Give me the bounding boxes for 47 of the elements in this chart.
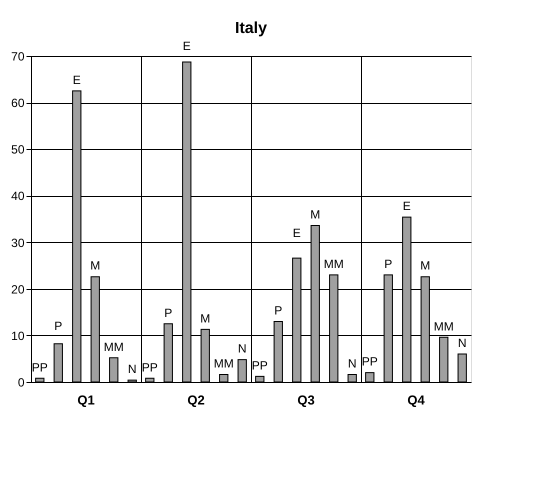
text: M	[90, 258, 100, 273]
bar	[109, 357, 118, 382]
text: E	[402, 199, 411, 214]
bar	[219, 374, 228, 382]
series-label: N	[128, 362, 137, 376]
bar	[145, 378, 154, 382]
text: MM	[214, 356, 234, 371]
text: PP	[252, 358, 268, 372]
series-label: MM	[324, 256, 344, 271]
y-tick-label: 0	[18, 376, 25, 390]
series-label: P	[164, 306, 172, 320]
text: N	[238, 342, 247, 356]
text: P	[54, 318, 62, 333]
text: E	[292, 226, 301, 240]
series-label: PP	[32, 360, 48, 374]
x-tick-label: Q2	[187, 392, 205, 408]
text: PP	[142, 360, 158, 374]
text: MM	[104, 340, 124, 354]
bar	[238, 359, 247, 382]
text: N	[348, 356, 357, 371]
series-label: E	[72, 72, 81, 87]
y-tick-label: 40	[11, 189, 25, 204]
text: N	[458, 336, 467, 350]
bar	[255, 376, 264, 382]
bar	[365, 372, 374, 382]
text: P	[384, 256, 392, 271]
y-tick-label: 10	[11, 328, 25, 343]
bar	[458, 354, 467, 382]
text: MM	[434, 319, 454, 334]
text: E	[182, 39, 191, 54]
y-tick-label: 60	[11, 96, 25, 110]
bar	[35, 378, 44, 382]
x-tick-label: Q4	[407, 392, 426, 408]
y-tick-label: 70	[11, 50, 25, 64]
y-tick-label: 30	[11, 236, 25, 250]
text: M	[200, 311, 210, 326]
text: P	[274, 303, 282, 318]
series-label: M	[310, 208, 320, 222]
x-tick-label: Q1	[77, 392, 95, 408]
bar	[348, 374, 357, 382]
x-tick-label: Q3	[297, 392, 315, 408]
chart-title: Italy	[234, 20, 268, 38]
bar	[54, 343, 63, 382]
text: M	[420, 258, 430, 273]
y-tick-label: 20	[11, 282, 25, 296]
text: PP	[362, 354, 378, 369]
y-tick-label: 50	[11, 142, 25, 157]
